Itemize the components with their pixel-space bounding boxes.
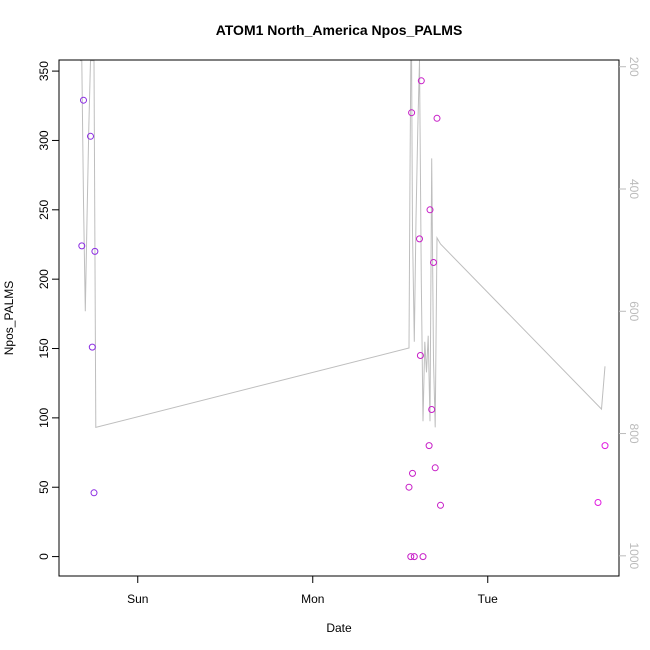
x-tick-label: Mon — [301, 592, 324, 606]
data-point — [88, 343, 96, 351]
data-point — [601, 442, 609, 450]
data-point — [78, 242, 86, 250]
series-line-0 — [80, 60, 606, 429]
chart-title: ATOM1 North_America Npos_PALMS — [216, 22, 463, 38]
y2-tick-label: 400 — [627, 179, 641, 199]
series-layer — [80, 60, 606, 429]
data-point — [408, 109, 416, 117]
y-axis: 0 50 100 150 200 250 300 350 — [37, 61, 59, 560]
y-tick-label: 100 — [37, 408, 51, 428]
data-point — [416, 352, 424, 359]
y2-tick-label: 600 — [627, 301, 641, 321]
data-point — [431, 464, 439, 472]
plot-frame — [58, 59, 620, 577]
data-point — [437, 501, 444, 509]
y2-tick-label: 1000 — [627, 542, 641, 569]
y-tick-label: 250 — [37, 199, 51, 219]
data-point — [594, 499, 602, 506]
data-point — [430, 259, 437, 266]
data-point — [80, 96, 87, 104]
y-tick-label: 150 — [37, 338, 51, 358]
y2-tick-label: 200 — [627, 57, 641, 77]
y2-tick-label: 800 — [627, 424, 641, 444]
y-tick-label: 0 — [37, 553, 51, 560]
data-point — [407, 553, 415, 561]
data-point — [87, 132, 94, 140]
data-point — [425, 442, 433, 450]
x-tick-label: Sun — [127, 592, 148, 606]
data-point — [417, 77, 425, 85]
x-axis-label: Date — [326, 621, 352, 635]
y-tick-label: 350 — [37, 61, 51, 81]
x-tick-label: Tue — [478, 592, 499, 606]
y-tick-label: 300 — [37, 130, 51, 150]
y-axis-label: Npos_PALMS — [2, 281, 16, 355]
data-point — [433, 114, 441, 122]
x-axis: Sun Mon Tue — [127, 576, 498, 606]
data-point — [419, 553, 427, 561]
data-point — [410, 553, 418, 561]
data-point — [428, 406, 436, 413]
data-point — [416, 235, 423, 243]
data-point — [405, 483, 413, 491]
data-point — [426, 206, 434, 214]
y2-axis: 200 400 600 800 1000 — [619, 57, 641, 569]
y-tick-label: 50 — [37, 480, 51, 494]
y-tick-label: 200 — [37, 269, 51, 289]
data-point — [409, 469, 416, 477]
points-layer — [78, 77, 609, 561]
data-point — [91, 247, 99, 255]
data-point — [90, 489, 98, 497]
